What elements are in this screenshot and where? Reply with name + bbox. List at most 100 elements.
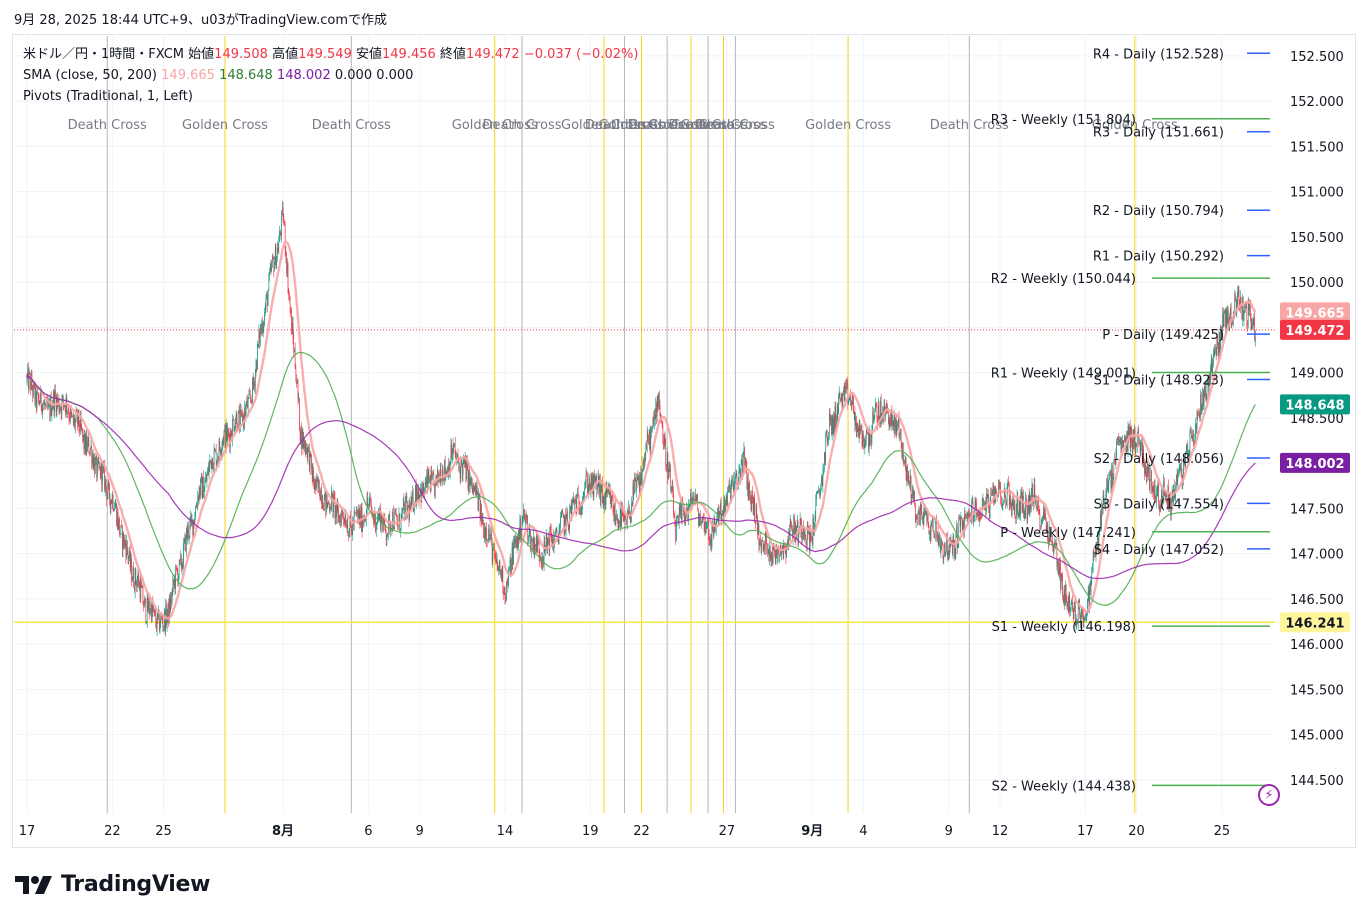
candle-body xyxy=(321,500,323,504)
candle-body xyxy=(762,540,763,542)
candle-body xyxy=(291,323,293,334)
candle-body xyxy=(798,532,800,543)
candle-body xyxy=(900,429,902,443)
candle-body xyxy=(964,514,965,533)
candle-body xyxy=(26,377,28,382)
price-badge xyxy=(1280,394,1350,415)
candle-body xyxy=(247,398,249,409)
candle-body xyxy=(272,256,273,264)
candle-body xyxy=(433,474,435,483)
candle-body xyxy=(1061,574,1063,576)
candle-body xyxy=(240,409,241,428)
candle-body xyxy=(180,555,181,561)
candle-body xyxy=(1063,590,1065,604)
candle-body xyxy=(357,511,359,518)
candle-body xyxy=(1198,413,1200,416)
candle-body xyxy=(695,494,696,501)
candle-body xyxy=(987,494,989,498)
candle-body xyxy=(566,511,568,515)
candle-body xyxy=(347,524,349,536)
candle-body xyxy=(278,241,280,253)
candle-body xyxy=(304,437,305,449)
candle-body xyxy=(645,445,647,459)
candle-body xyxy=(828,435,829,439)
candle-body xyxy=(984,502,986,504)
candle-body xyxy=(1225,309,1227,328)
candle-body xyxy=(1240,297,1241,308)
candle-body xyxy=(1159,502,1160,510)
candle-body xyxy=(694,500,696,501)
candle-body xyxy=(1012,498,1014,500)
candle-body xyxy=(328,502,329,504)
candle-body xyxy=(870,440,871,444)
candle-body xyxy=(925,510,927,515)
tradingview-logo[interactable]: TradingView xyxy=(15,872,210,897)
candle-body xyxy=(581,508,583,510)
candle-body xyxy=(618,520,620,529)
candle-body xyxy=(1152,487,1154,491)
candle-body xyxy=(457,454,458,459)
candle-body xyxy=(346,526,347,528)
legend-pivots-row[interactable]: Pivots (Traditional, 1, Left) xyxy=(23,86,638,107)
candle-body xyxy=(920,504,922,512)
price-badge-text: 146.241 xyxy=(1285,616,1344,631)
candle-body xyxy=(90,446,92,449)
legend-open: 149.508 xyxy=(214,47,268,62)
candle-body xyxy=(265,297,267,309)
candle-body xyxy=(345,516,346,527)
candle-body xyxy=(863,442,865,448)
candle-body xyxy=(533,537,535,556)
candle-body xyxy=(1207,379,1208,382)
candle-body xyxy=(135,568,137,583)
candle-body xyxy=(570,506,571,510)
candle-body xyxy=(94,457,95,474)
pivot-daily-label: S3 - Daily (147.554) xyxy=(1094,497,1224,512)
y-tick-label: 152.500 xyxy=(1290,50,1344,65)
candle-body xyxy=(855,416,856,427)
candle-body xyxy=(1068,594,1070,612)
candle-body xyxy=(1022,495,1024,512)
candle-body xyxy=(251,399,253,404)
candle-body xyxy=(120,525,122,535)
price-badge xyxy=(1280,319,1350,340)
candle-body xyxy=(60,407,61,410)
candle-body xyxy=(452,445,454,455)
cross-marker-label: Golden Cross xyxy=(1092,118,1178,133)
candle-body xyxy=(115,503,117,506)
legend-sma-label[interactable]: SMA (close, 50, 200) xyxy=(23,68,158,83)
legend-sma-row[interactable]: SMA (close, 50, 200) 149.665 148.648 148… xyxy=(23,65,638,86)
candle-body xyxy=(1213,354,1214,365)
legend-symbol-row[interactable]: 米ドル／円・1時間・FXCM 始値149.508 高値149.549 安値149… xyxy=(23,44,638,65)
candle-body xyxy=(225,425,226,447)
candle-body xyxy=(74,418,75,427)
candle-body xyxy=(731,479,733,483)
candle-body xyxy=(691,498,693,506)
candle-body xyxy=(638,475,639,481)
candle-body xyxy=(286,256,287,274)
candle-body xyxy=(146,597,148,622)
candle-body xyxy=(836,421,837,425)
candle-body xyxy=(1072,610,1074,620)
candle-body xyxy=(207,468,208,476)
legend-symbol[interactable]: 米ドル／円・1時間・FXCM xyxy=(23,47,185,62)
candle-body xyxy=(377,514,378,523)
candle-body xyxy=(349,516,351,532)
candle-body xyxy=(503,587,505,594)
candle-body xyxy=(655,403,657,419)
candle-body xyxy=(1083,620,1085,623)
legend-pivots-label[interactable]: Pivots (Traditional, 1, Left) xyxy=(23,89,193,104)
candle-body xyxy=(704,522,706,531)
lightning-icon[interactable]: ⚡ xyxy=(1258,784,1280,806)
candle-body xyxy=(196,506,198,508)
candle-body xyxy=(587,475,588,494)
candle-body xyxy=(434,480,436,496)
candle-body xyxy=(288,292,290,294)
y-tick-label: 149.000 xyxy=(1290,367,1344,382)
candle-body xyxy=(1159,505,1161,510)
candle-body xyxy=(676,516,678,523)
candle-body xyxy=(1252,324,1254,329)
candle-body xyxy=(927,516,929,525)
candle-body xyxy=(436,475,437,481)
candle-body xyxy=(913,492,915,497)
